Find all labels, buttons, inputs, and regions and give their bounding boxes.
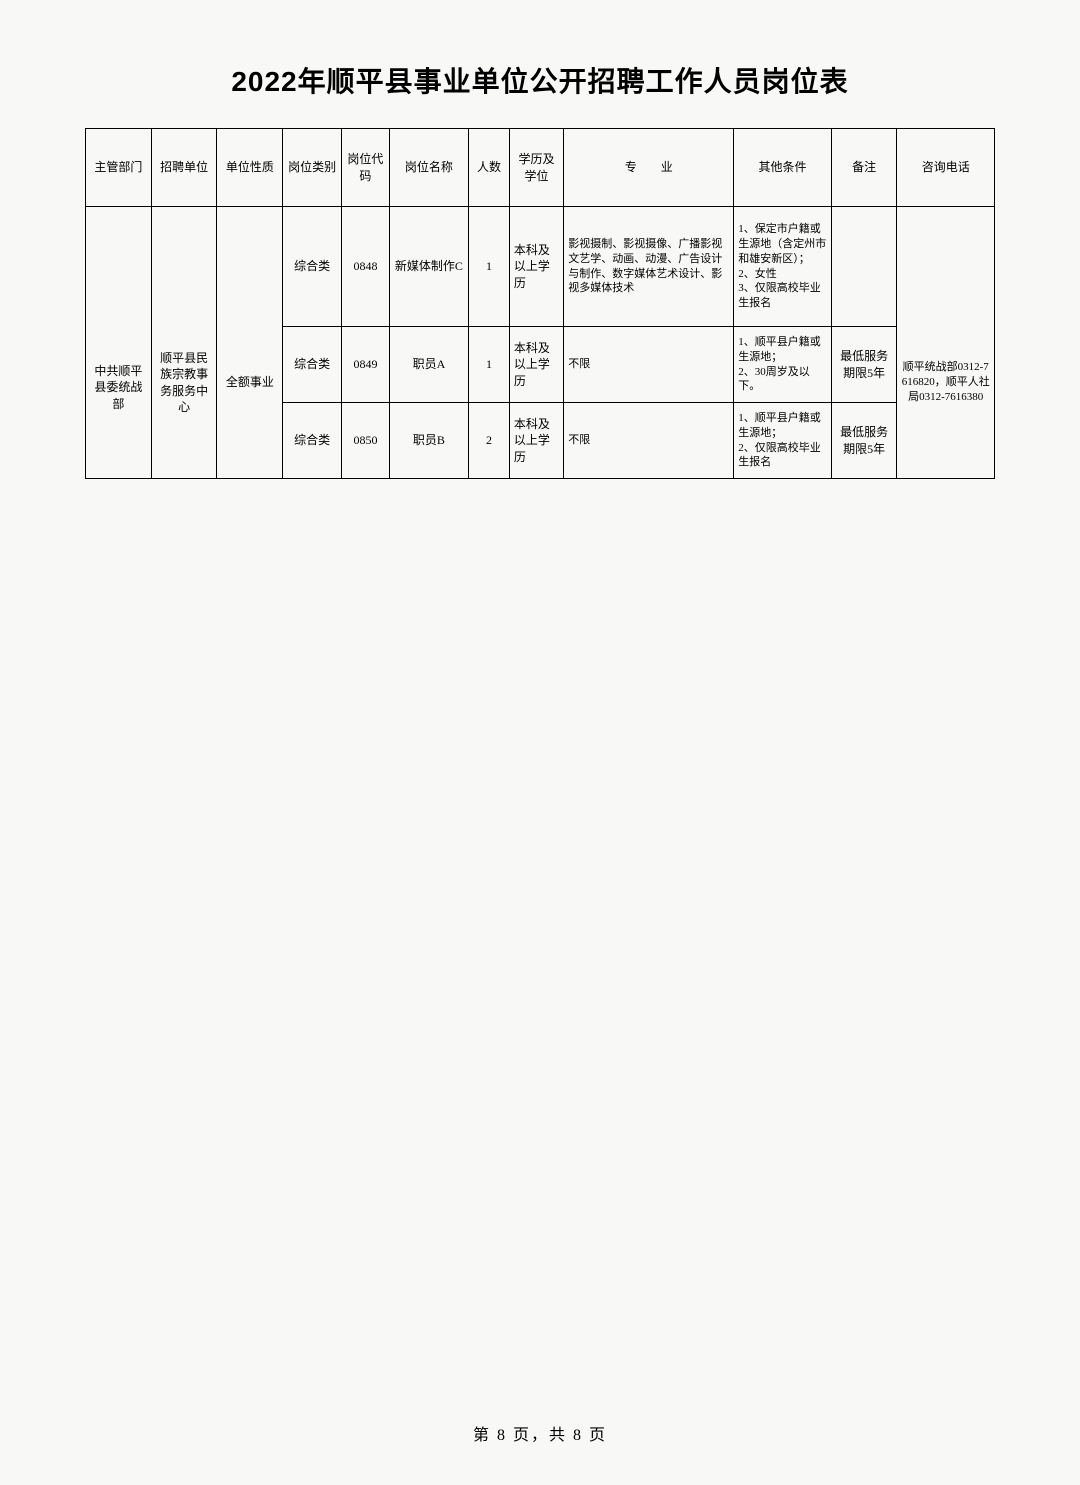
cell-phone: 顺平统战部0312-7616820，顺平人社局0312-7616380 [897,207,995,479]
col-header: 人数 [469,129,510,207]
cell-nature: 全额事业 [217,207,283,479]
header-row: 主管部门 招聘单位 单位性质 岗位类别 岗位代码 岗位名称 人数 学历及学位 专… [86,129,995,207]
cell-other: 1、顺平县户籍或生源地；2、30周岁及以下。 [734,327,831,403]
cell-count: 1 [469,327,510,403]
cell-cat: 综合类 [283,327,342,403]
cell-unit: 顺平县民族宗教事务服务中心 [151,207,217,479]
cell-code: 0850 [342,403,390,479]
col-header: 备注 [831,129,897,207]
cell-other: 1、顺平县户籍或生源地；2、仅限高校毕业生报名 [734,403,831,479]
col-header: 单位性质 [217,129,283,207]
table-row: 中共顺平县委统战部 顺平县民族宗教事务服务中心 全额事业 综合类 0848 新媒… [86,207,995,327]
cell-code: 0848 [342,207,390,327]
page-container: 2022年顺平县事业单位公开招聘工作人员岗位表 主管部门 招聘单位 单位性质 岗… [0,0,1080,479]
cell-major: 影视摄制、影视摄像、广播影视文艺学、动画、动漫、广告设计与制作、数字媒体艺术设计… [564,207,734,327]
cell-note: 最低服务期限5年 [831,403,897,479]
cell-name: 新媒体制作C [389,207,468,327]
col-header: 咨询电话 [897,129,995,207]
cell-major: 不限 [564,403,734,479]
cell-edu: 本科及以上学历 [509,403,563,479]
page-footer: 第 8 页，共 8 页 [0,1421,1080,1445]
cell-other: 1、保定市户籍或生源地（含定州市和雄安新区）；2、女性3、仅限高校毕业生报名 [734,207,831,327]
col-header: 学历及学位 [509,129,563,207]
cell-note [831,207,897,327]
cell-name: 职员A [389,327,468,403]
col-header: 岗位类别 [283,129,342,207]
col-header: 岗位名称 [389,129,468,207]
col-header: 招聘单位 [151,129,217,207]
cell-major: 不限 [564,327,734,403]
cell-cat: 综合类 [283,207,342,327]
col-header: 岗位代码 [342,129,390,207]
recruitment-table: 主管部门 招聘单位 单位性质 岗位类别 岗位代码 岗位名称 人数 学历及学位 专… [85,128,995,479]
cell-edu: 本科及以上学历 [509,207,563,327]
col-header: 专 业 [564,129,734,207]
cell-count: 1 [469,207,510,327]
page-title: 2022年顺平县事业单位公开招聘工作人员岗位表 [85,60,995,100]
cell-dept: 中共顺平县委统战部 [86,207,152,479]
col-header: 其他条件 [734,129,831,207]
cell-note: 最低服务期限5年 [831,327,897,403]
cell-name: 职员B [389,403,468,479]
cell-code: 0849 [342,327,390,403]
cell-edu: 本科及以上学历 [509,327,563,403]
col-header: 主管部门 [86,129,152,207]
cell-count: 2 [469,403,510,479]
cell-cat: 综合类 [283,403,342,479]
